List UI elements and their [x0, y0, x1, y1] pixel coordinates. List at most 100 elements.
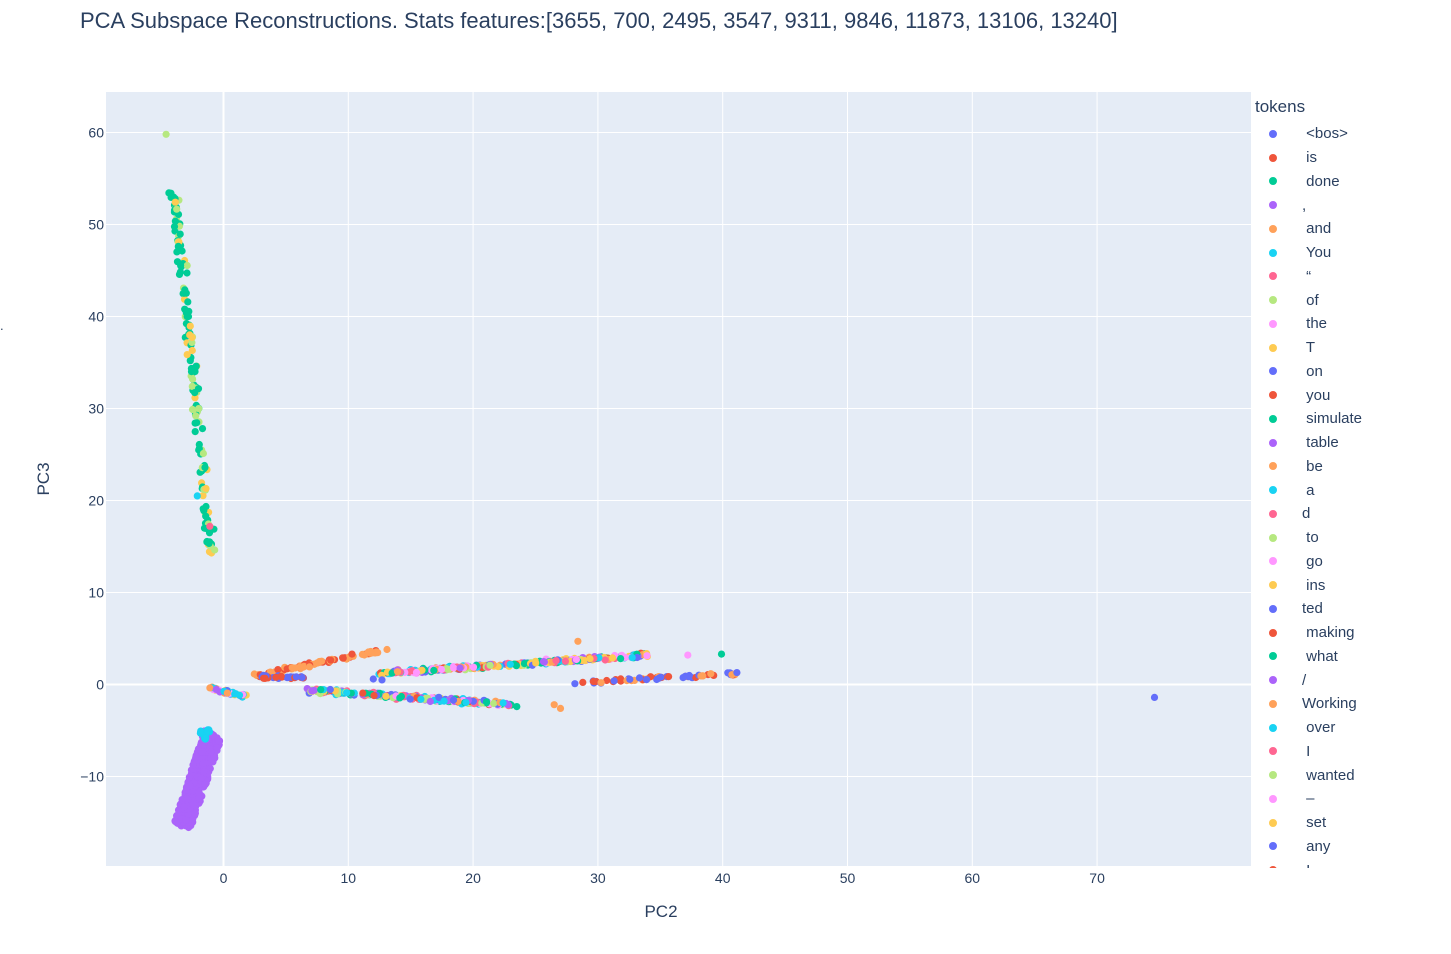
data-point [183, 269, 191, 277]
legend-marker [1269, 272, 1277, 281]
data-point [188, 333, 196, 341]
legend-item[interactable]: , [1269, 193, 1362, 217]
legend-item[interactable]: to [1269, 526, 1362, 550]
legend-item[interactable]: done [1269, 170, 1362, 194]
data-point [418, 666, 426, 674]
legend-item[interactable]: on [1269, 360, 1362, 384]
data-point [617, 655, 625, 663]
data-point [437, 665, 446, 674]
data-point [206, 522, 214, 530]
legend-marker [1269, 581, 1277, 590]
legend-item[interactable]: “ [1269, 265, 1362, 289]
data-point [539, 658, 548, 666]
legend-item[interactable]: and [1269, 217, 1362, 241]
legend-item[interactable]: <bos> [1269, 122, 1362, 146]
legend-item[interactable]: is [1269, 146, 1362, 170]
legend-item[interactable]: a [1269, 478, 1362, 502]
legend-item[interactable]: table [1269, 431, 1362, 455]
data-point [490, 699, 498, 708]
legend-item[interactable]: simulate [1269, 407, 1362, 431]
legend-item[interactable]: d [1269, 502, 1362, 526]
legend-item[interactable]: T [1269, 336, 1362, 360]
data-point [232, 690, 240, 698]
legend-item[interactable]: you [1269, 383, 1362, 407]
legend-label: be [1302, 457, 1323, 475]
legend-item[interactable]: I [1269, 740, 1362, 764]
legend-item[interactable]: – [1269, 787, 1362, 811]
legend-label: “ [1302, 267, 1312, 285]
legend-marker [1269, 367, 1277, 376]
legend-label: ted [1302, 600, 1323, 618]
data-point [199, 759, 207, 767]
legend-label: a [1302, 481, 1315, 499]
grid-layer [106, 92, 1251, 866]
data-point [532, 659, 540, 667]
tick-layer: 0 10 20 30 40 50 60 70 −10 0 10 20 30 40 50 60 [80, 125, 1105, 887]
legend-item[interactable]: making [1269, 621, 1362, 645]
y-tick-label: 50 [88, 217, 104, 233]
data-point [394, 668, 402, 676]
legend-label: wanted [1302, 766, 1355, 784]
legend-marker [1269, 391, 1277, 400]
data-point [274, 666, 282, 674]
legend-item[interactable]: over [1269, 716, 1362, 740]
legend-item[interactable]: wanted [1269, 763, 1362, 787]
data-point [435, 693, 443, 702]
data-point [574, 637, 582, 645]
data-point [202, 484, 210, 493]
legend-label: I [1302, 862, 1310, 868]
legend-item[interactable]: what [1269, 645, 1362, 669]
data-point [308, 687, 316, 695]
legend-item[interactable]: / [1269, 668, 1362, 692]
legend-item[interactable]: set [1269, 811, 1362, 835]
x-tick-label: 70 [1089, 870, 1105, 886]
data-point [213, 744, 221, 752]
data-point [707, 670, 715, 678]
data-point [589, 677, 598, 686]
data-point [396, 694, 404, 702]
y-tick-label: 0 [96, 677, 104, 693]
legend-item[interactable]: be [1269, 455, 1362, 479]
legend-item[interactable]: any [1269, 835, 1362, 859]
data-point [171, 198, 179, 206]
data-point [175, 270, 184, 278]
data-point [188, 346, 196, 355]
legend-label: making [1302, 624, 1355, 642]
legend-marker [1269, 414, 1277, 423]
legend-item[interactable]: go [1269, 550, 1362, 574]
legend-item[interactable]: I [1269, 858, 1362, 868]
data-point [449, 696, 458, 704]
x-tick-label: 10 [341, 870, 357, 886]
data-point [292, 673, 300, 681]
data-point [174, 242, 182, 250]
data-point [426, 697, 434, 706]
x-tick-label: 40 [715, 870, 731, 886]
data-point [193, 492, 201, 500]
legend-label: to [1302, 529, 1319, 547]
data-point [343, 689, 351, 697]
legend-item[interactable]: ted [1269, 597, 1362, 621]
y-tick-label: 20 [88, 493, 104, 509]
legend-label: You [1302, 244, 1332, 262]
legend-label: Working [1302, 695, 1357, 713]
data-point [412, 668, 421, 677]
legend-item[interactable]: the [1269, 312, 1362, 336]
legend-item[interactable]: of [1269, 288, 1362, 312]
data-point [194, 385, 203, 393]
legend-marker [1269, 842, 1277, 851]
data-point [189, 801, 198, 809]
legend-marker [1269, 509, 1277, 518]
data-point [211, 546, 219, 554]
legend-marker [1269, 676, 1277, 685]
data-point [198, 748, 207, 756]
data-point [561, 657, 570, 665]
data-point [183, 795, 192, 804]
legend-item[interactable]: Working [1269, 692, 1362, 716]
legend-label: done [1302, 172, 1340, 190]
data-point [608, 654, 617, 662]
data-point [462, 698, 470, 707]
legend-item[interactable]: You [1269, 241, 1362, 265]
data-point [173, 819, 181, 827]
data-point [191, 428, 199, 436]
legend-item[interactable]: ins [1269, 573, 1362, 597]
